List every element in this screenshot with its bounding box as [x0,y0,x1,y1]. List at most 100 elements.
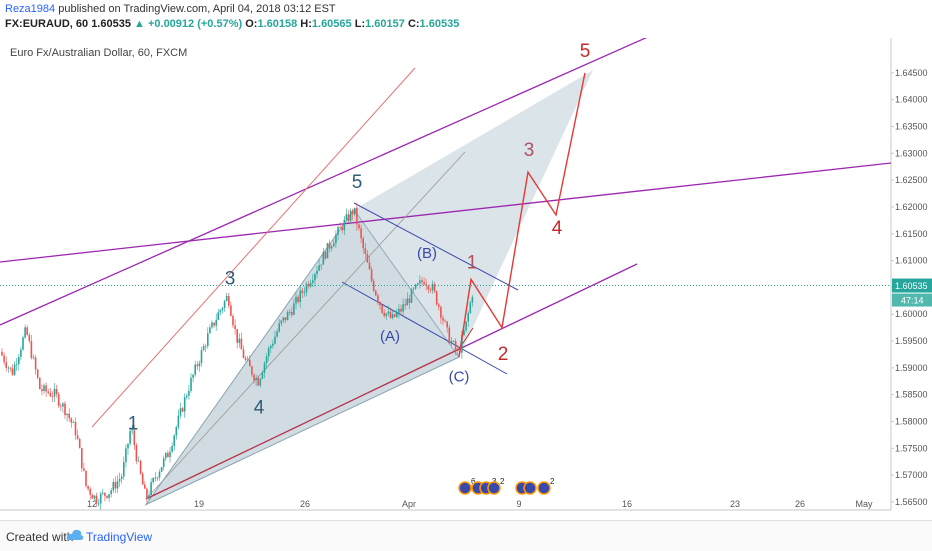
candle-body [160,467,163,472]
candle-body [274,336,276,344]
candle-body [202,346,205,351]
candle-body [391,314,394,318]
x-tick-label: 23 [730,499,740,509]
candle-body [7,367,10,369]
candle-body [152,477,154,483]
base-trend-line [145,348,460,500]
candle-body [13,364,16,375]
red-parallel-line [91,67,416,428]
horizontal-resistance-line [0,162,892,263]
candle-body [217,312,220,320]
candle-body [125,448,127,463]
candle-body [106,495,108,498]
candle-body [127,443,129,449]
candle-body [435,291,438,305]
candle-body [104,492,106,496]
candle-body [72,421,75,423]
candle-body [368,262,371,270]
candle-body [246,359,249,361]
candle-body [49,392,52,397]
candle-body [257,377,259,386]
y-tick-label: 1.59000 [895,363,928,373]
candle-body [22,337,24,350]
candle-body [181,408,184,412]
candle-body [320,264,322,266]
wave-label: 1 [467,253,478,274]
candle-body [1,351,3,356]
plot-area [0,38,891,510]
candle-body [324,252,327,259]
candle-body [62,403,64,407]
candle-body [335,234,337,244]
candle-body [81,448,83,469]
y-tick-label: 1.59500 [895,336,928,346]
candle-body [345,214,348,220]
candle-body [230,305,232,316]
candle-body [410,289,413,303]
candle-body [28,334,31,342]
candle-body [318,265,320,271]
candle-body [272,343,274,346]
candle-body [219,310,222,313]
candle-body [89,488,91,495]
candle-body [200,350,203,364]
candle-body [322,252,325,265]
event-count: 2 [500,477,505,486]
candle-body [110,490,112,495]
candle-body [337,226,339,235]
candle-body [74,421,77,436]
candle-body [192,374,194,378]
candle-body [114,482,117,489]
candle-body [450,341,453,344]
candle-body [255,377,257,381]
author-link[interactable]: Reza1984 [5,3,56,15]
wave-label: 5 [580,41,591,62]
price-chart[interactable]: 1.56500 1.57000 1.57500 1.58000 1.58500 1.590… [0,38,932,520]
candle-body [419,280,421,284]
candle-body [383,312,385,317]
wave-label: 5 [352,172,363,193]
candle-body [360,228,362,239]
candle-body [194,364,196,375]
created-with-text: Created with [6,530,74,544]
candle-body [24,327,26,338]
x-tick-label: 12 [87,499,97,509]
candle-body [18,356,20,365]
wave-label: 3 [225,269,236,290]
open-value: 1.60158 [257,18,298,30]
candle-body [452,341,455,342]
candle-body [139,460,142,474]
candle-body [385,313,388,317]
candle-body [99,493,102,504]
wave-c-lower-channel [341,281,508,375]
candle-body [404,304,406,306]
candle-body [461,334,463,353]
candle-body [238,338,241,343]
candle-body [179,408,182,416]
wave-label: (C) [449,368,470,385]
wave-label: (A) [380,328,400,345]
candle-body [118,478,121,482]
candle-body [32,357,35,359]
event-icon [487,481,501,495]
candle-body [234,325,236,330]
candle-body [116,481,119,489]
candle-body [341,227,343,231]
candle-body [379,301,381,306]
countdown-tag [892,293,932,307]
open-label: O: [245,18,258,30]
x-tick-label: 9 [516,499,521,509]
candle-body [15,364,18,365]
candle-body [312,280,314,283]
candle-body [358,224,360,229]
candle-body [156,477,159,479]
candle-body [278,323,280,332]
tradingview-link[interactable]: TradingView [86,530,153,544]
candle-body [223,301,226,309]
shaded-triangle-projection [354,70,593,358]
candle-body [30,341,33,359]
candle-body [467,312,469,322]
candle-body [148,495,150,499]
candle-body [267,348,270,357]
candle-body [377,295,379,302]
